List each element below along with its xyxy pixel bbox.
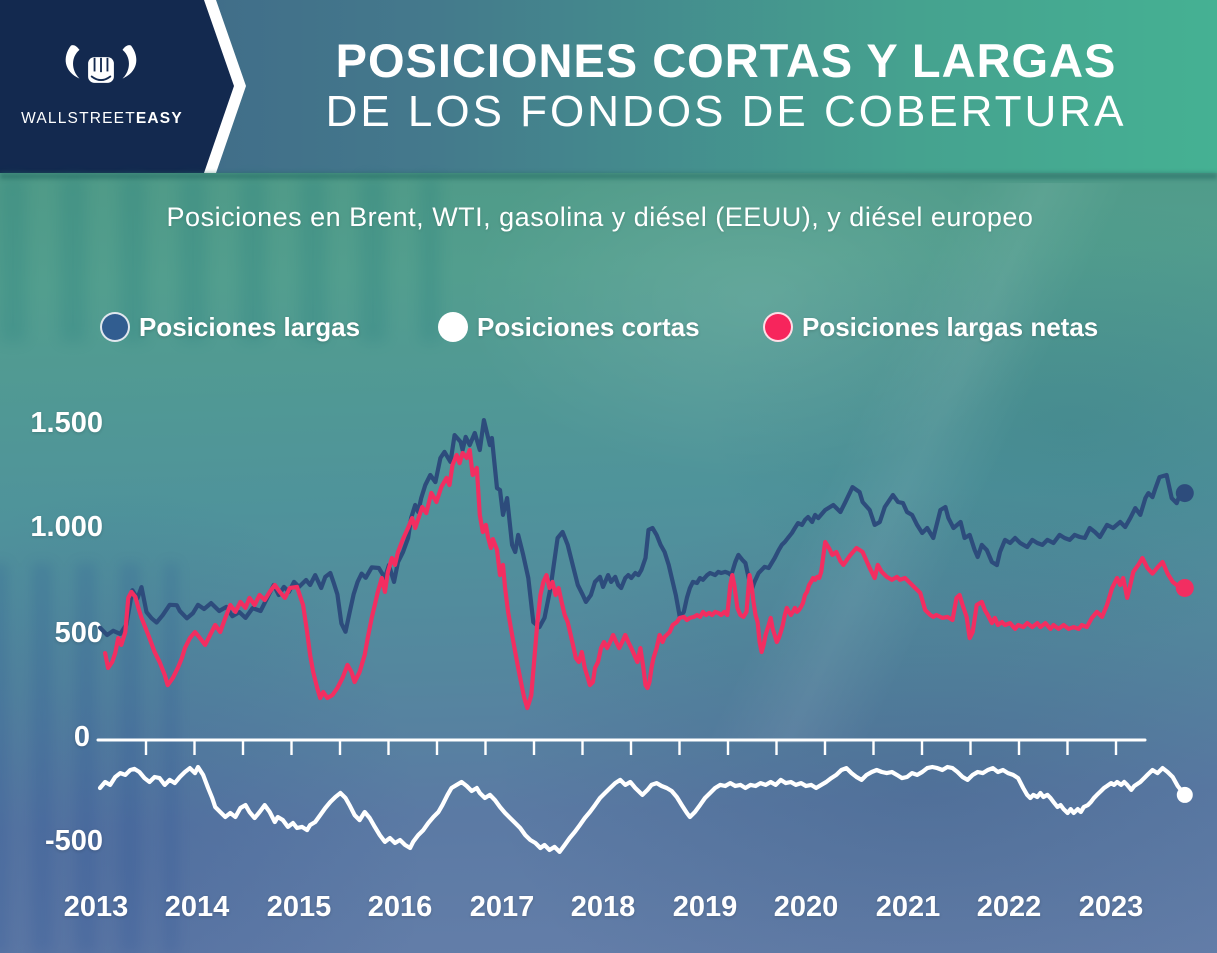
legend-item-netas: Posiciones largas netas (763, 311, 1098, 343)
legend-swatch-cortas (438, 312, 468, 342)
legend-label-cortas: Posiciones cortas (477, 311, 700, 342)
legend-swatch-netas (763, 312, 793, 342)
y-axis-tick-label: -500 (44, 825, 103, 857)
brand-panel: WALLSTREETEASY (0, 0, 234, 173)
wordmark-bold: EASY (135, 110, 183, 127)
x-axis-year-label: 2021 (875, 891, 941, 923)
title-block: POSICIONES CORTAS Y LARGAS DE LOS FONDOS… (250, 0, 1202, 173)
y-axis-tick-label: 1.000 (30, 511, 103, 543)
x-axis-year-label: 2013 (63, 891, 129, 923)
x-axis-year-label: 2014 (164, 891, 230, 923)
wordmark-regular: WALLSTREET (21, 110, 136, 127)
x-axis-year-label: 2015 (266, 891, 332, 923)
x-axis-year-label: 2022 (976, 891, 1042, 923)
x-axis-year-label: 2020 (773, 891, 839, 923)
legend-item-cortas: Posiciones cortas (438, 311, 700, 343)
x-axis-year-label: 2017 (469, 891, 535, 923)
legend-item-largas: Posiciones largas (100, 311, 360, 343)
page-title-line2: DE LOS FONDOS DE COBERTURA (325, 86, 1127, 136)
x-axis-year-label: 2019 (672, 891, 738, 923)
chart-area: Posiciones en Brent, WTI, gasolina y dié… (0, 173, 1217, 953)
header-shadow (0, 173, 1217, 179)
x-axis-year-label: 2016 (367, 891, 433, 923)
page-title: POSICIONES CORTAS Y LARGAS (335, 33, 1117, 87)
y-axis-tick-label: 0 (73, 721, 90, 753)
legend-label-largas: Posiciones largas (139, 311, 361, 342)
bull-fist-logo-icon (65, 45, 137, 83)
x-axis-year-label: 2023 (1078, 891, 1144, 923)
legend-swatch-largas (100, 312, 130, 342)
y-axis-tick-label: 1.500 (30, 407, 103, 439)
background-bars-decoration (0, 177, 440, 342)
background-streak-decoration (537, 183, 1217, 743)
y-axis-tick-label: 500 (54, 617, 103, 649)
chart-subtitle: Posiciones en Brent, WTI, gasolina y dié… (166, 202, 1034, 232)
x-axis-year-label: 2018 (570, 891, 636, 923)
legend-label-netas: Posiciones largas netas (802, 311, 1099, 342)
brand-wordmark: WALLSTREETEASY (0, 110, 204, 128)
header-banner: POSICIONES CORTAS Y LARGAS DE LOS FONDOS… (0, 0, 1217, 173)
